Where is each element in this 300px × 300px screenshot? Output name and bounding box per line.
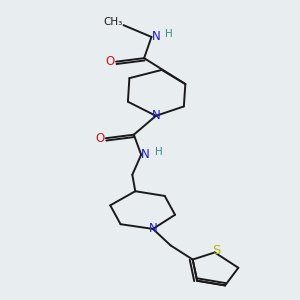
Text: CH₃: CH₃: [103, 16, 123, 27]
Text: H: H: [165, 29, 173, 39]
Text: O: O: [95, 132, 105, 145]
Text: N: N: [141, 148, 150, 161]
Text: N: N: [152, 30, 160, 44]
Text: N: N: [152, 109, 160, 122]
Text: S: S: [212, 244, 220, 256]
Text: O: O: [106, 55, 115, 68]
Text: N: N: [148, 222, 157, 236]
Text: H: H: [155, 147, 163, 158]
